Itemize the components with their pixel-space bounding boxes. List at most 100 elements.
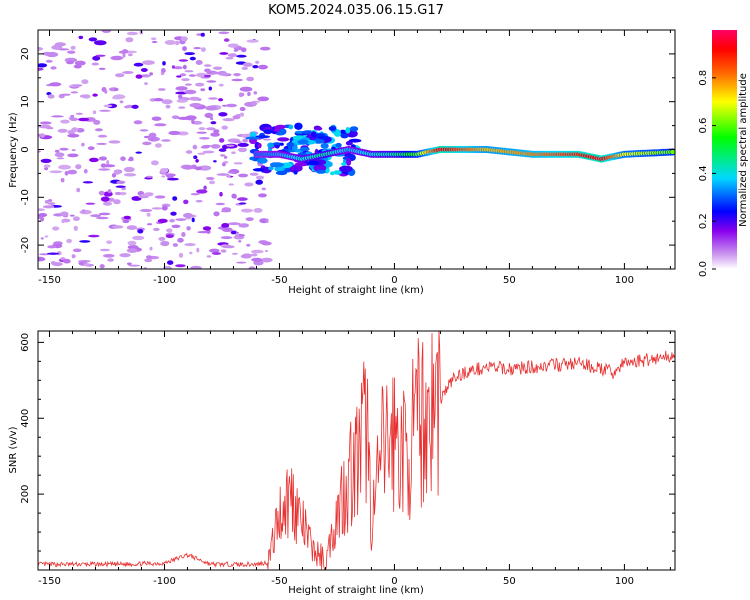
noise-blob	[170, 211, 177, 216]
noise-blob	[151, 40, 158, 44]
noise-blob	[233, 73, 241, 77]
noise-blob	[219, 138, 225, 143]
noise-blob	[237, 197, 248, 201]
noise-blob	[48, 199, 53, 202]
noise-blob	[240, 254, 252, 259]
noise-blob	[246, 39, 259, 43]
noise-blob	[161, 99, 173, 105]
noise-blob	[195, 82, 205, 87]
noise-blob	[202, 150, 215, 154]
noise-blob	[257, 142, 262, 149]
noise-blob	[119, 191, 127, 196]
noise-blob	[261, 241, 272, 246]
y-tick-label: 400	[20, 409, 31, 428]
noise-blob	[251, 257, 263, 262]
noise-blob	[166, 177, 179, 181]
noise-blob	[83, 168, 88, 174]
noise-blob	[204, 64, 212, 67]
noise-blob	[140, 68, 148, 72]
noise-blob	[328, 126, 337, 131]
noise-blob	[108, 140, 121, 144]
noise-blob	[210, 144, 221, 149]
noise-blob	[195, 199, 203, 203]
noise-blob	[96, 142, 108, 145]
x-tick-label: -50	[271, 275, 287, 286]
noise-blob	[167, 260, 174, 265]
noise-blob	[103, 104, 113, 108]
noise-blob	[115, 185, 126, 188]
noise-blob	[98, 190, 105, 196]
noise-blob	[184, 89, 197, 95]
noise-blob	[227, 43, 239, 48]
y-tick-label: -10	[20, 189, 31, 205]
noise-blob	[154, 143, 162, 148]
noise-blob	[88, 37, 98, 42]
snr-xlabel: Height of straight line (km)	[288, 585, 424, 596]
noise-blob	[177, 116, 191, 120]
noise-blob	[250, 102, 258, 106]
figure-title: KOM5.2024.035.06.15.G17	[268, 3, 444, 18]
noise-blob	[104, 89, 108, 94]
noise-blob	[317, 135, 330, 140]
noise-blob	[135, 74, 143, 79]
noise-blob	[107, 189, 112, 194]
noise-blob	[52, 226, 60, 231]
noise-blob	[238, 202, 247, 205]
noise-blob	[198, 165, 212, 171]
noise-blob	[162, 61, 166, 66]
noise-blob	[71, 254, 76, 259]
noise-blob	[237, 142, 249, 147]
noise-blob	[161, 205, 168, 211]
noise-blob	[225, 56, 234, 60]
noise-blob	[348, 138, 362, 143]
x-tick-label: -150	[38, 576, 61, 587]
noise-blob	[79, 209, 92, 215]
noise-blob	[39, 121, 52, 125]
noise-blob	[225, 103, 237, 108]
snr-panel: -150 -100 -50 0 50 100 200 400 600 Height of str…	[8, 330, 676, 596]
x-tick-label: 0	[391, 576, 397, 587]
noise-blob	[245, 217, 254, 222]
noise-blob	[121, 187, 126, 191]
spectrogram-ylabel: Frequency (Hz)	[8, 112, 19, 188]
noise-blob	[157, 88, 166, 91]
noise-blob	[185, 150, 193, 154]
noise-blob	[111, 96, 123, 100]
noise-blob	[196, 131, 207, 134]
noise-blob	[122, 49, 128, 54]
snr-ylabel: SNR (v/v)	[8, 426, 19, 473]
noise-blob	[191, 217, 195, 223]
noise-blob	[218, 98, 224, 102]
noise-blob	[59, 147, 69, 151]
noise-blob	[221, 125, 228, 130]
noise-blob	[188, 74, 196, 77]
noise-blob	[89, 157, 99, 163]
noise-blob	[66, 238, 72, 244]
noise-blob	[66, 60, 74, 65]
noise-blob	[235, 232, 239, 237]
noise-blob	[133, 120, 143, 125]
noise-blob	[51, 262, 63, 267]
noise-blob	[203, 74, 212, 78]
noise-blob	[127, 53, 133, 57]
noise-blob	[236, 54, 247, 58]
noise-blob	[54, 152, 65, 157]
noise-blob	[178, 252, 184, 258]
noise-blob	[335, 142, 342, 148]
noise-blob	[218, 83, 224, 87]
noise-blob	[81, 142, 85, 147]
noise-blob	[67, 50, 76, 54]
noise-blob	[297, 139, 309, 145]
noise-blob	[103, 201, 112, 206]
noise-blob	[123, 173, 137, 177]
ridge-mark	[670, 149, 675, 155]
noise-blob	[213, 211, 220, 217]
noise-blob	[129, 156, 134, 160]
noise-blob	[114, 191, 122, 196]
noise-blob	[182, 46, 187, 52]
noise-blob	[247, 92, 251, 96]
noise-blob	[72, 84, 83, 87]
noise-blob	[60, 93, 71, 96]
noise-blob	[239, 106, 246, 112]
noise-blob	[98, 212, 111, 216]
